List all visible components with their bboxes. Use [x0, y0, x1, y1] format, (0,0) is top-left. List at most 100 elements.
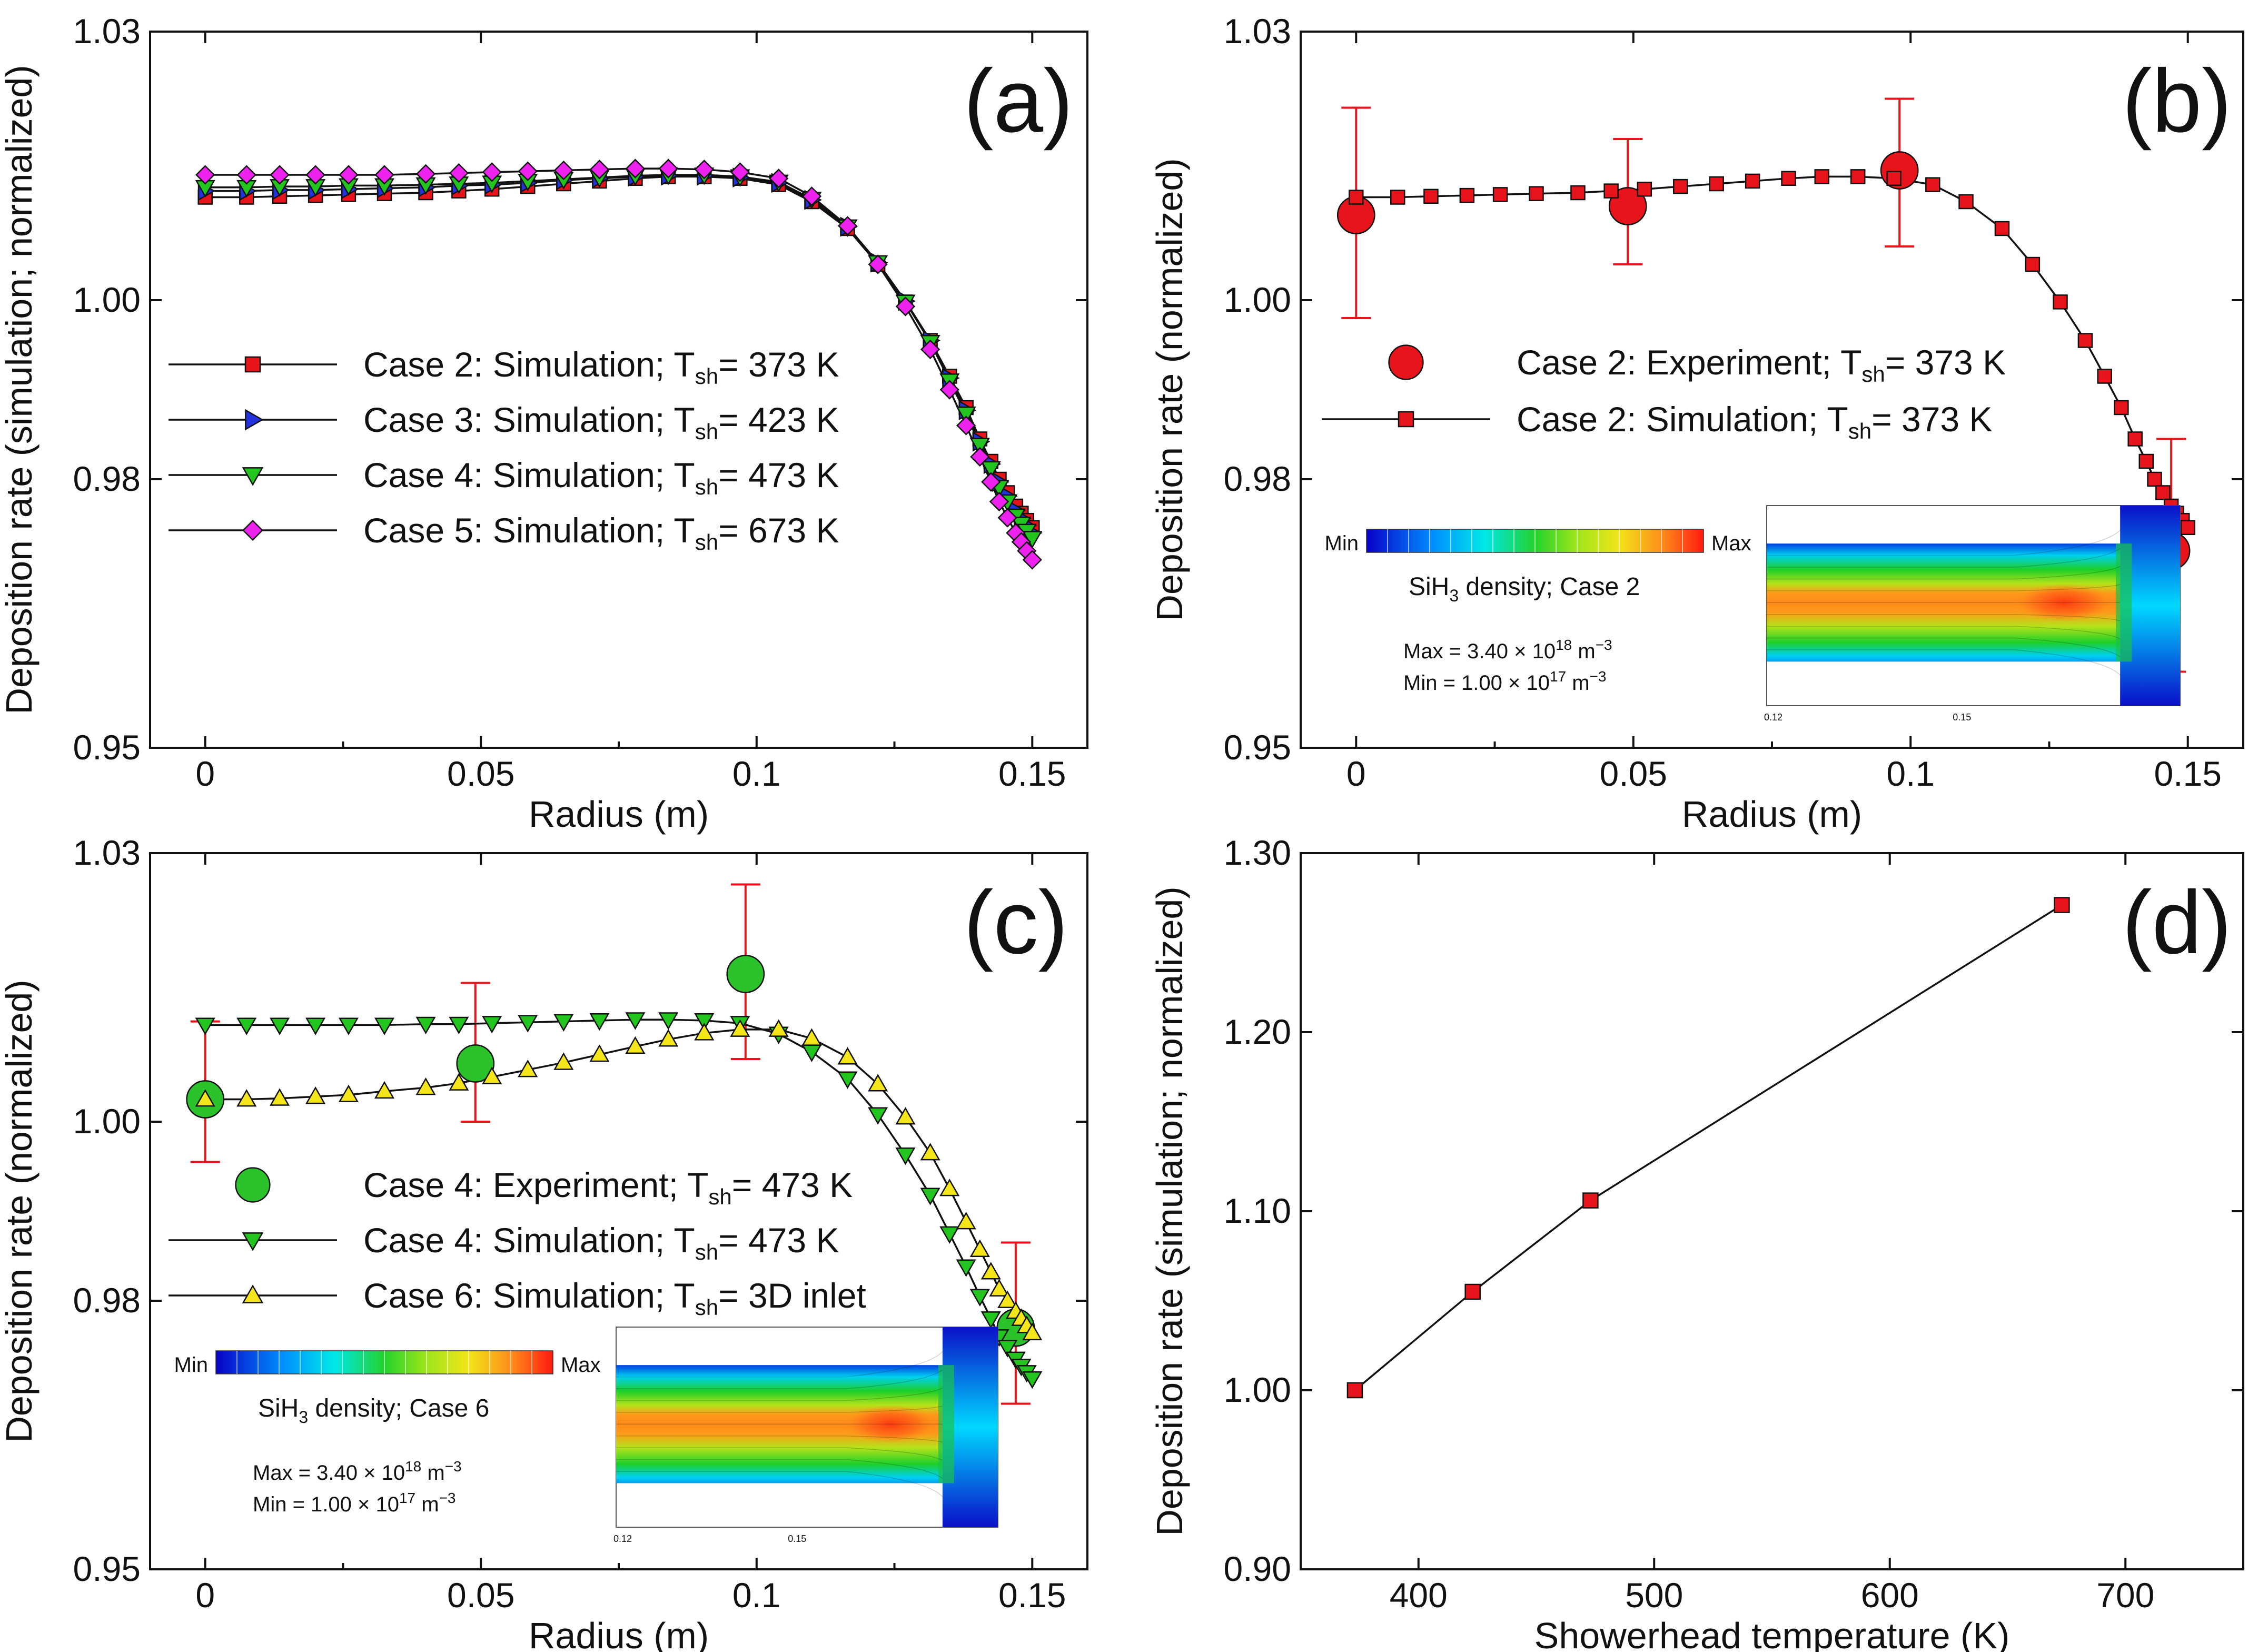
- panel-a-plot: [195, 159, 1043, 570]
- panel-a-data-point: [970, 447, 990, 467]
- panel-a-legend-label: Case 5: Simulation; Tsh= 673 K: [363, 511, 839, 555]
- panel-c-data-point: [518, 1059, 538, 1077]
- panel-a-legend-label: Case 2: Simulation; Tsh= 373 K: [363, 345, 839, 389]
- panel-c-data-point: [726, 955, 765, 993]
- panel-c-data-point: [305, 1017, 326, 1035]
- panel-c-inset: Min Max SiH3 density; Case 6 Max = 3.40 × 1…: [174, 1327, 998, 1544]
- panel-c-data-point: [195, 1017, 215, 1035]
- panel-b-legend: Case 2: Experiment; Tsh= 373 K Case 2: Si…: [1322, 343, 2006, 443]
- panel-b-data-point: [1423, 189, 1439, 204]
- panel-c-data-point: [920, 1188, 940, 1205]
- panel-c-data-point: [939, 1179, 960, 1196]
- panel-a-data-point: [449, 163, 469, 183]
- panel-c-data-point: [482, 1016, 502, 1034]
- panel-a-data-point: [989, 491, 1009, 512]
- panel-c-field-contour: [616, 1447, 943, 1461]
- panel-b-data-point: [1570, 185, 1586, 201]
- panel-c-data-point: [837, 1071, 858, 1089]
- panel-d-ytick-label: 0.90: [1224, 1549, 1291, 1588]
- panel-b-data-point: [1709, 176, 1724, 192]
- panel-a-data-point: [939, 380, 959, 400]
- panel-c-xtick-label: 0.05: [447, 1576, 514, 1615]
- panel-a-data-point: [837, 216, 858, 236]
- panel-b-label: (b): [2122, 51, 2232, 151]
- panel-c-axes: 0 0.05 0.1 0.15 0.95 0.98 1.00 1.03 Radius (m) De…: [0, 833, 1087, 1652]
- panel-d: 400 500 600 700 0.90 1.00 1.10 1.20 1.30 Showerhe…: [1149, 833, 2244, 1652]
- panel-c-data-point: [195, 1089, 215, 1107]
- panel-c-field-contour: [616, 1351, 943, 1378]
- panel-c-data-point: [989, 1279, 1009, 1297]
- panel-c-data-point: [868, 1107, 888, 1125]
- panel-b-data-point: [1925, 177, 1940, 192]
- panel-b-colorbar-min: Min: [1325, 532, 1359, 555]
- panel-c-xtick-label: 0: [195, 1576, 215, 1615]
- panel-b-data-point: [1994, 221, 2010, 236]
- panel-b-data-point: [1492, 187, 1508, 202]
- panel-c-data-point: [837, 1047, 858, 1065]
- panel-a-data-point: [658, 159, 678, 179]
- panel-b-xtick-label: 0: [1346, 754, 1366, 793]
- panel-a-legend-label: Case 4: Simulation; Tsh= 473 K: [363, 456, 839, 499]
- panel-a-legend-marker: [245, 409, 264, 431]
- panel-a-data-point: [625, 159, 646, 179]
- panel-a-data-point: [415, 164, 436, 184]
- panel-b-xtick-label: 0.1: [1886, 754, 1935, 793]
- panel-c-data-point: [939, 1226, 960, 1244]
- panel-a: 0 0.05 0.1 0.15 0.95 0.98 1.00 1.03 Radius (m) De…: [0, 12, 1088, 835]
- panel-c-label: (c): [964, 873, 1068, 973]
- panel-a-data-point: [868, 254, 888, 274]
- panel-b-inset-min: Min = 1.00 × 1017 m−3: [1403, 668, 1607, 695]
- panel-a-xtick-label: 0: [195, 754, 215, 793]
- panel-a-ylabel: Deposition rate (simulation; normalized): [0, 65, 39, 714]
- panel-b-data-point: [1886, 171, 1902, 186]
- panel-c-data-point: [338, 1084, 359, 1102]
- panel-a-data-point: [969, 438, 990, 456]
- panel-d-xtick-label: 600: [1861, 1576, 1919, 1615]
- panel-a-data-point: [730, 162, 750, 182]
- panel-b-data-point: [1958, 194, 1974, 210]
- panel-c-data-point: [449, 1073, 469, 1091]
- panel-a-xlabel: Radius (m): [529, 794, 709, 835]
- panel-c-legend-label: Case 4: Experiment; Tsh= 473 K: [363, 1165, 853, 1209]
- panel-c-data-point: [374, 1081, 395, 1099]
- panel-a-data-point: [895, 296, 916, 316]
- panel-a-ytick-label: 0.98: [73, 459, 141, 498]
- panel-b-inset-title: SiH3 density; Case 2: [1409, 573, 1640, 605]
- panel-c-data-point: [997, 1290, 1018, 1308]
- panel-c-data-point: [658, 1012, 679, 1030]
- panel-d-ytick-label: 1.10: [1224, 1191, 1291, 1230]
- panel-a-ytick-label: 1.03: [73, 12, 141, 51]
- panel-b-data-point: [1745, 173, 1760, 189]
- panel-b-data-point: [1850, 169, 1866, 184]
- panel-c-data-point: [969, 1289, 990, 1307]
- panel-a-legend-marker: [242, 520, 263, 541]
- panel-c-data-point: [456, 1044, 495, 1083]
- panel-c-ytick-label: 0.95: [73, 1549, 141, 1588]
- panel-c-data-point: [956, 1259, 976, 1277]
- panel-b-data-point: [1814, 169, 1830, 184]
- panel-c-field-contour: [616, 1369, 943, 1389]
- panel-a-xtick-label: 0.05: [447, 754, 514, 793]
- panel-c-field-contour: [616, 1471, 943, 1497]
- panel-b-field-hotspot: [2015, 583, 2114, 622]
- panel-c-data-point: [730, 1019, 750, 1037]
- panel-d-xlabel: Showerhead temperature (K): [1534, 1615, 2010, 1652]
- panel-c-legend: Case 4: Experiment; Tsh= 473 K Case 4: Si…: [169, 1165, 866, 1320]
- panel-b-legend-label: Case 2: Simulation; Tsh= 373 K: [1517, 400, 1992, 443]
- panel-a-data-point: [553, 160, 573, 181]
- panel-c-field-contour: [616, 1459, 943, 1479]
- panel-c-field-contour: [616, 1435, 943, 1443]
- panel-a-data-point: [801, 186, 822, 206]
- panel-b-legend-marker: [1398, 411, 1414, 428]
- panel-c-ytick-label: 1.00: [73, 1102, 141, 1141]
- panel-b-ytick-label: 1.03: [1224, 12, 1291, 51]
- panel-c-field-edge: [938, 1365, 954, 1483]
- panel-b-data-point: [1459, 187, 1475, 203]
- panel-c-data-point: [997, 1340, 1018, 1358]
- panel-c-data-point: [694, 1013, 715, 1031]
- panel-d-plot: [1346, 897, 2070, 1399]
- panel-b-data-point: [2053, 294, 2068, 310]
- panel-b-data-point: [1603, 183, 1619, 199]
- panel-c-data-point: [981, 1262, 1001, 1280]
- panel-b-field-contour: [1767, 626, 2121, 639]
